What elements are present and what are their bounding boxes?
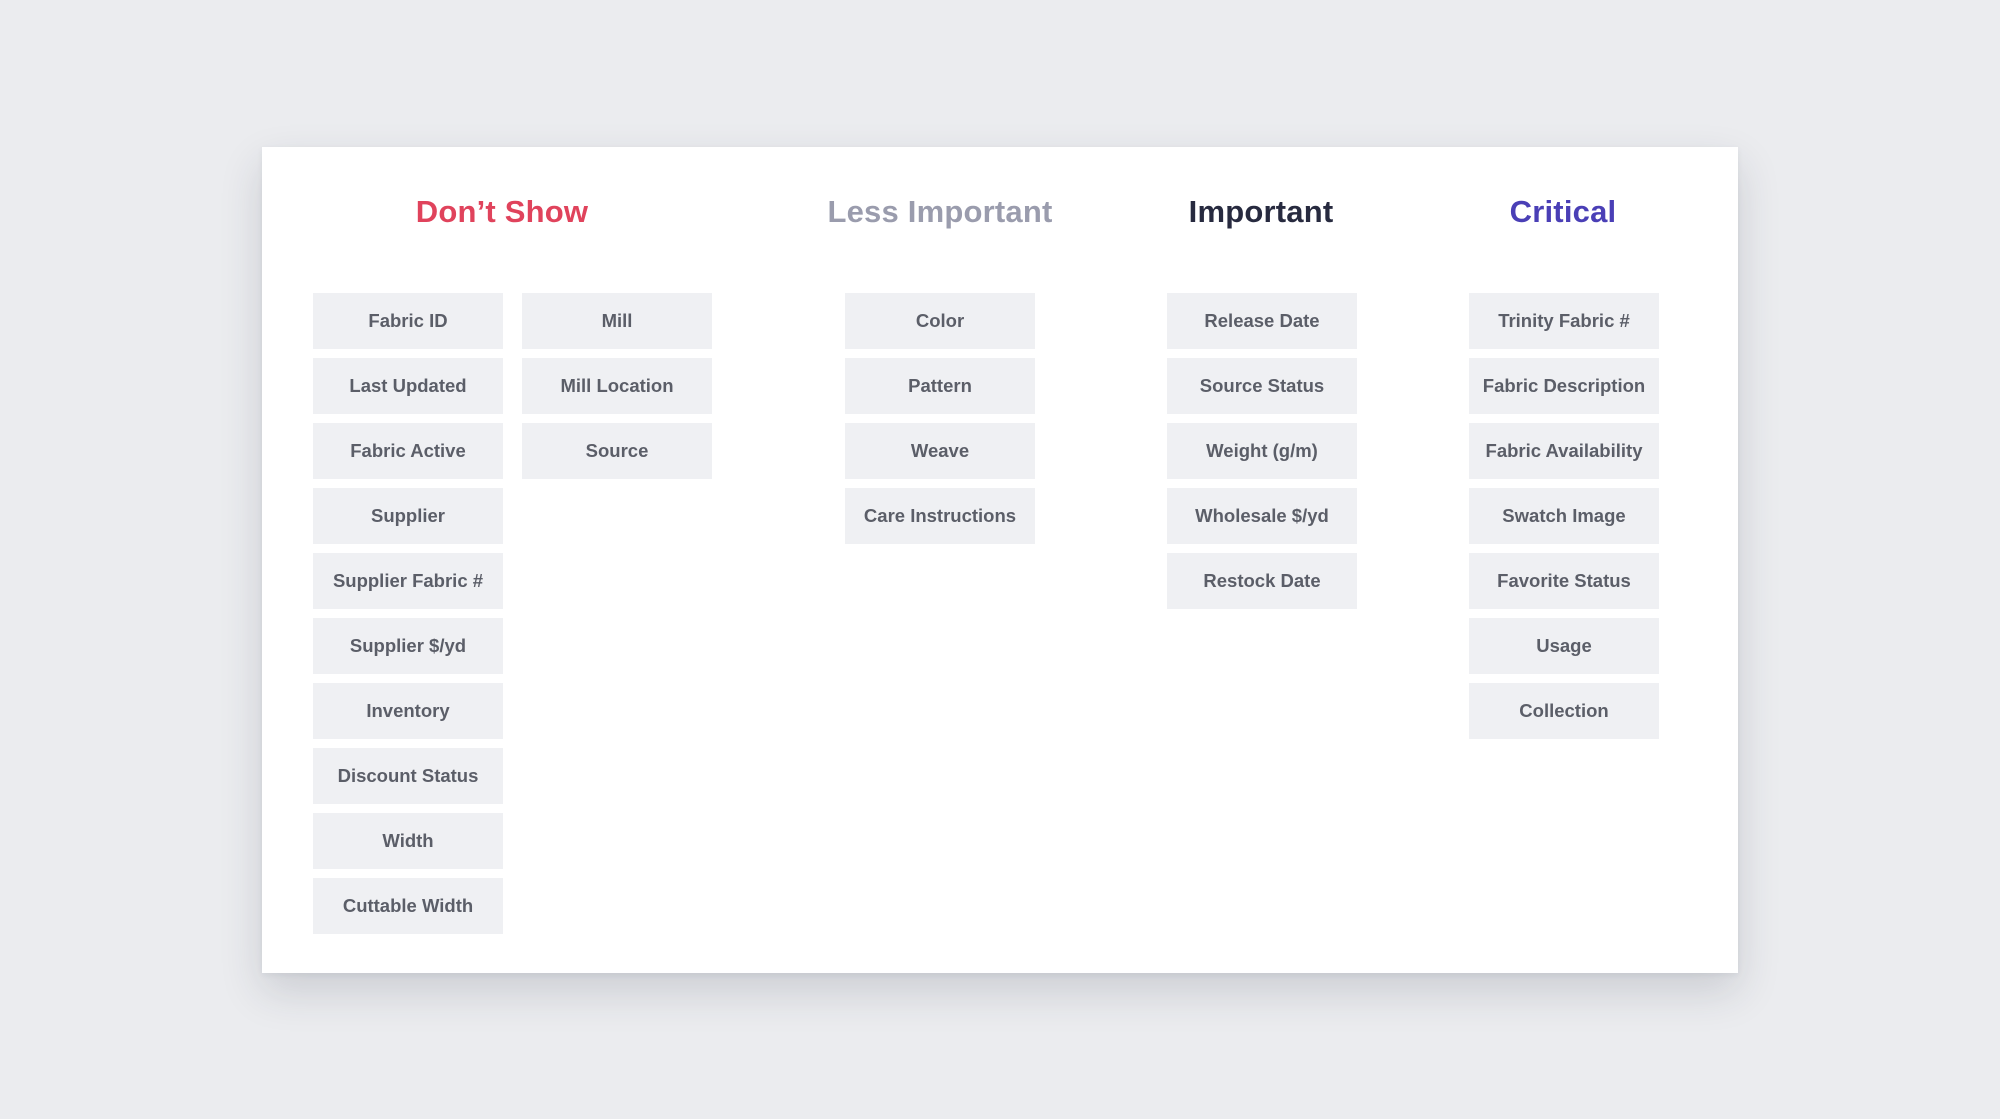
field-card[interactable]: Source Status [1167, 358, 1357, 414]
field-card[interactable]: Supplier Fabric # [313, 553, 503, 609]
field-card[interactable]: Release Date [1167, 293, 1357, 349]
field-card[interactable]: Fabric Active [313, 423, 503, 479]
heading-dont-show: Don’t Show [415, 194, 589, 229]
heading-important: Important [1188, 194, 1334, 229]
field-card[interactable]: Fabric Description [1469, 358, 1659, 414]
less-important-column: Color Pattern Weave Care Instructions [845, 293, 1035, 553]
important-column: Release Date Source Status Weight (g/m) … [1167, 293, 1357, 618]
field-card[interactable]: Mill Location [522, 358, 712, 414]
field-card[interactable]: Pattern [845, 358, 1035, 414]
field-card[interactable]: Favorite Status [1469, 553, 1659, 609]
field-card[interactable]: Care Instructions [845, 488, 1035, 544]
field-card[interactable]: Last Updated [313, 358, 503, 414]
field-card[interactable]: Weight (g/m) [1167, 423, 1357, 479]
field-card[interactable]: Color [845, 293, 1035, 349]
field-card[interactable]: Restock Date [1167, 553, 1357, 609]
heading-less-important: Less Important [827, 194, 1053, 229]
field-card[interactable]: Supplier [313, 488, 503, 544]
field-card[interactable]: Wholesale $/yd [1167, 488, 1357, 544]
field-card[interactable]: Width [313, 813, 503, 869]
dont-show-column-a: Fabric ID Last Updated Fabric Active Sup… [313, 293, 503, 943]
field-card[interactable]: Fabric Availability [1469, 423, 1659, 479]
field-card[interactable]: Fabric ID [313, 293, 503, 349]
field-card[interactable]: Source [522, 423, 712, 479]
field-card[interactable]: Trinity Fabric # [1469, 293, 1659, 349]
field-card[interactable]: Discount Status [313, 748, 503, 804]
critical-column: Trinity Fabric # Fabric Description Fabr… [1469, 293, 1659, 748]
field-card[interactable]: Inventory [313, 683, 503, 739]
field-card[interactable]: Supplier $/yd [313, 618, 503, 674]
field-card[interactable]: Swatch Image [1469, 488, 1659, 544]
dont-show-column-b: Mill Mill Location Source [522, 293, 712, 488]
field-card[interactable]: Cuttable Width [313, 878, 503, 934]
field-card[interactable]: Usage [1469, 618, 1659, 674]
heading-critical: Critical [1509, 194, 1617, 229]
field-card[interactable]: Weave [845, 423, 1035, 479]
field-card[interactable]: Collection [1469, 683, 1659, 739]
field-card[interactable]: Mill [522, 293, 712, 349]
